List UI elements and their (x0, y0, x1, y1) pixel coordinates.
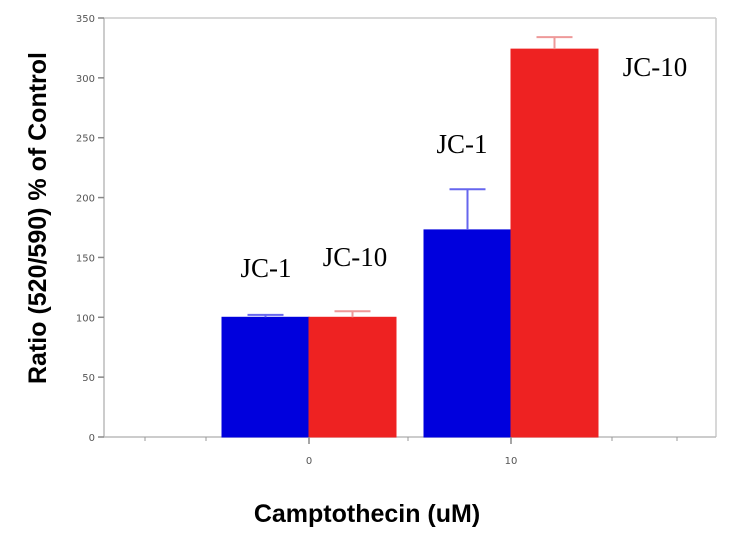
x-tick-label: 0 (306, 456, 312, 467)
y-tick-label: 0 (89, 433, 95, 444)
y-tick-label: 50 (82, 373, 95, 384)
bar-jc-10-0 (308, 316, 397, 438)
bar-annotation-label: JC-1 (240, 253, 291, 283)
x-axis-title: Camptothecin (uM) (254, 500, 480, 528)
y-tick-label: 200 (76, 194, 95, 205)
y-tick-label: 350 (76, 14, 95, 25)
bar-jc-10-10 (510, 48, 599, 438)
x-tick-label: 10 (505, 456, 518, 467)
bar-annotation-label: JC-1 (436, 129, 487, 159)
bars (221, 48, 599, 438)
y-tick-label: 150 (76, 253, 95, 264)
error-bars (247, 36, 573, 318)
y-tick-label: 100 (76, 313, 95, 324)
bar-annotations: JC-1 JC-10 JC-1 JC-10 (240, 52, 687, 283)
y-tick-label: 300 (76, 74, 95, 85)
y-tick-label: 250 (76, 134, 95, 145)
bar-jc-1-10 (423, 229, 512, 438)
axis-ticks: 0 50 100 150 200 250 300 350 0 10 (76, 14, 678, 467)
bar-annotation-label: JC-10 (623, 52, 688, 82)
y-axis-title: Ratio (520/590) % of Control (24, 52, 52, 384)
bar-annotation-label: JC-10 (323, 242, 388, 272)
bar-jc-1-0 (221, 316, 310, 438)
